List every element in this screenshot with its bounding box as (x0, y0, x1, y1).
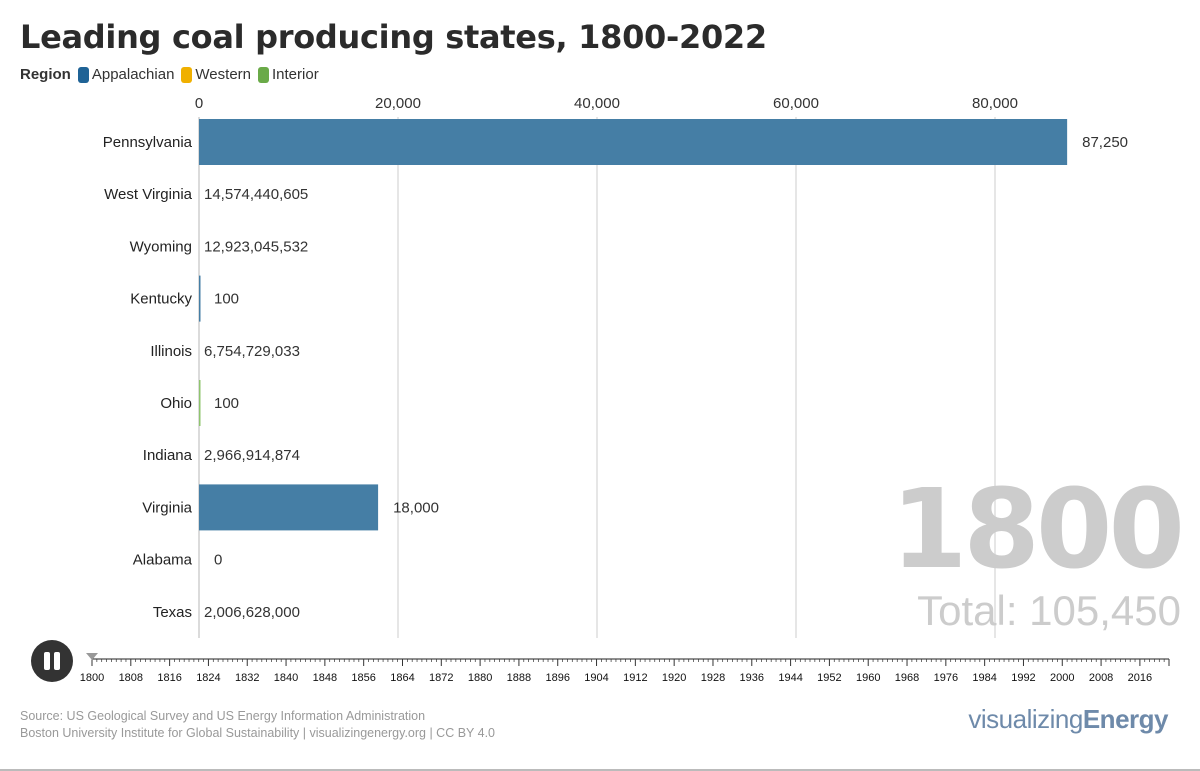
value-label: 2,966,914,874 (204, 447, 300, 464)
legend-item-western[interactable]: Western (181, 66, 251, 83)
timeline-tick-label: 1824 (196, 672, 220, 684)
category-label: Texas (153, 604, 192, 621)
legend-swatch-western (181, 66, 193, 83)
legend-label: Region (20, 66, 71, 83)
timeline-tick-label: 1848 (313, 672, 337, 684)
total-display: Total: 105,450 (917, 587, 1181, 634)
timeline-tick-label: 1904 (584, 672, 608, 684)
timeline-tick-label: 1856 (351, 672, 375, 684)
legend-text-appalachian: Appalachian (91, 66, 175, 83)
value-label: 6,754,729,033 (204, 343, 300, 360)
source-text: Source: US Geological Survey and US Ener… (20, 709, 426, 723)
value-label: 100 (214, 395, 239, 412)
bar (199, 119, 1068, 165)
timeline-handle[interactable] (86, 653, 98, 660)
value-label: 14,574,440,605 (204, 186, 308, 203)
legend-swatch-interior (258, 66, 269, 83)
value-label: 100 (214, 291, 239, 308)
timeline-tick-label: 1944 (778, 672, 802, 684)
brand-light: visualizing (968, 704, 1083, 734)
pause-button[interactable] (31, 640, 73, 682)
category-label: Wyoming (130, 238, 192, 255)
legend: Region Appalachian Western Interior (20, 66, 326, 83)
pause-icon-right (54, 652, 60, 670)
timeline-tick-label: 1832 (235, 672, 259, 684)
value-label: 12,923,045,532 (204, 238, 308, 255)
timeline-tick-label: 1992 (1011, 672, 1035, 684)
pause-icon-left (44, 652, 50, 670)
legend-item-interior[interactable]: Interior (258, 66, 319, 83)
brand-bold: Energy (1082, 704, 1169, 734)
legend-text-interior: Interior (272, 66, 319, 83)
timeline-tick-label: 1976 (934, 672, 958, 684)
timeline-tick-label: 1952 (817, 672, 841, 684)
timeline-tick-label: 1968 (895, 672, 919, 684)
category-label: Pennsylvania (103, 134, 193, 151)
x-tick-label: 20,000 (375, 95, 421, 112)
legend-text-western: Western (195, 66, 251, 83)
category-label: Indiana (143, 447, 193, 464)
timeline-tick-label: 1896 (545, 672, 569, 684)
timeline-tick-label: 1928 (701, 672, 725, 684)
value-label: 87,250 (1082, 134, 1128, 151)
timeline-tick-label: 1800 (80, 672, 104, 684)
category-label: Virginia (142, 499, 192, 516)
value-label: 0 (214, 552, 222, 569)
x-tick-label: 60,000 (773, 95, 819, 112)
current-year-display: 1800 (890, 465, 1185, 593)
chart-title: Leading coal producing states, 1800-2022 (20, 18, 767, 56)
credit-text: Boston University Institute for Global S… (20, 726, 496, 740)
timeline-tick-label: 1920 (662, 672, 686, 684)
brand-logo: visualizingEnergy (968, 704, 1168, 735)
x-tick-label: 80,000 (972, 95, 1018, 112)
footer: Source: US Geological Survey and US Ener… (20, 708, 495, 742)
timeline-tick-label: 2000 (1050, 672, 1074, 684)
value-label: 2,006,628,000 (204, 604, 300, 621)
category-label: West Virginia (104, 186, 192, 203)
timeline-tick-label: 1864 (390, 672, 414, 684)
timeline-tick-label: 1936 (740, 672, 764, 684)
category-label: Ohio (160, 395, 192, 412)
category-label: Alabama (133, 552, 193, 569)
legend-item-appalachian[interactable]: Appalachian (77, 66, 175, 83)
timeline-tick-label: 1912 (623, 672, 647, 684)
timeline-tick-label: 1840 (274, 672, 298, 684)
x-tick-label: 40,000 (574, 95, 620, 112)
bar (199, 275, 201, 322)
timeline-tick-label: 1872 (429, 672, 453, 684)
timeline-tick-label: 1888 (507, 672, 531, 684)
category-label: Kentucky (130, 291, 192, 308)
timeline-tick-label: 2016 (1128, 672, 1152, 684)
timeline-tick-label: 1816 (157, 672, 181, 684)
timeline-tick-label: 1984 (972, 672, 996, 684)
timeline-tick-label: 1880 (468, 672, 492, 684)
category-label: Illinois (150, 343, 192, 360)
bottom-divider (0, 769, 1200, 771)
bar (199, 484, 379, 531)
timeline-tick-label: 1960 (856, 672, 880, 684)
value-label: 18,000 (393, 499, 439, 516)
timeline-tick-label: 1808 (119, 672, 143, 684)
legend-swatch-appalachian (77, 66, 89, 83)
timeline-tick-label: 2008 (1089, 672, 1113, 684)
bar (199, 380, 201, 426)
x-tick-label: 0 (195, 95, 203, 112)
